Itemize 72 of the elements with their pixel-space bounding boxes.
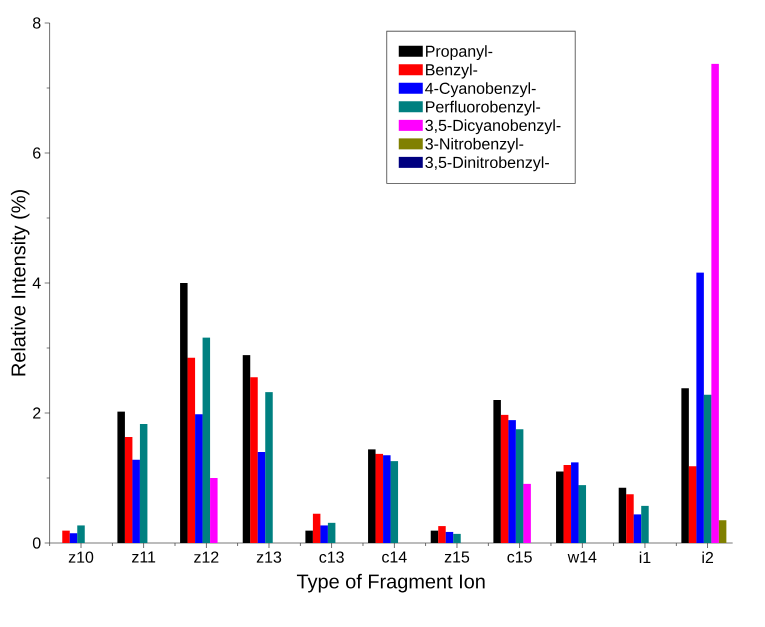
legend-label: Benzyl-: [426, 64, 478, 79]
bar: [453, 534, 461, 543]
bar: [62, 530, 70, 543]
bar: [696, 272, 704, 543]
bar: [508, 420, 516, 543]
bar: [493, 400, 501, 543]
bar: [202, 338, 210, 543]
bar: [430, 530, 438, 543]
bar: [523, 484, 531, 543]
bar: [383, 455, 391, 543]
bar: [258, 452, 266, 543]
bar: [188, 358, 196, 543]
bar: [564, 464, 572, 543]
bar: [140, 424, 148, 543]
y-tick-label: 4: [32, 278, 41, 288]
bar: [681, 388, 689, 543]
bar: [711, 64, 719, 543]
bar: [571, 462, 579, 543]
x-axis-title: Type of Fragment Ion: [296, 574, 485, 592]
y-tick-label: 6: [33, 147, 40, 159]
bar: [265, 392, 273, 543]
legend-label: Propanyl-: [426, 45, 492, 60]
bar: [556, 471, 564, 543]
bar: [195, 414, 203, 543]
x-tick-label: c14: [382, 552, 407, 563]
bar: [634, 514, 642, 543]
x-tick-label: z12: [194, 552, 218, 563]
y-tick-label: 2: [33, 407, 40, 419]
bar: [641, 506, 649, 543]
bar: [390, 461, 398, 543]
bar: [242, 355, 250, 543]
x-tick-label: z15: [444, 552, 470, 563]
bar: [132, 460, 140, 543]
legend-label: 3,5-Dinitrobenzyl-: [425, 156, 549, 172]
bar: [305, 530, 313, 543]
bar: [328, 522, 336, 543]
legend-label: Perfluorobenzyl-: [426, 100, 540, 116]
bar: [210, 478, 218, 543]
bar: [516, 429, 524, 543]
legend-label: 3-Nitrobenzyl-: [425, 138, 524, 153]
x-tick-label: z11: [132, 552, 156, 562]
bar: [376, 454, 384, 543]
y-tick-label: 0: [32, 537, 41, 549]
bar: [626, 494, 634, 543]
x-tick-label: z10: [68, 552, 94, 563]
bar: [117, 412, 125, 543]
bar: [718, 520, 726, 543]
x-tick-label: i2: [702, 552, 714, 564]
x-tick-label: i1: [640, 552, 650, 564]
bar: [320, 525, 328, 543]
x-tick-label: z13: [256, 552, 282, 563]
legend-label: 4-Cyanobenzyl-: [425, 82, 536, 98]
bar: [500, 414, 508, 543]
bar: [124, 437, 132, 543]
x-tick-label: w14: [568, 552, 596, 562]
bar: [250, 377, 258, 543]
bar: [578, 485, 586, 543]
legend-label: 3,5-Dicyanobenzyl-: [425, 119, 560, 134]
bar: [704, 394, 712, 543]
y-axis-title: Relative Intensity (%): [10, 190, 30, 376]
bar: [446, 532, 454, 543]
x-tick-label: c13: [319, 552, 344, 563]
bar: [180, 282, 188, 543]
bar: [312, 514, 320, 543]
bar: [368, 449, 376, 543]
bar: [688, 466, 696, 543]
x-tick-label: c15: [507, 552, 532, 563]
bar: [438, 526, 446, 543]
y-tick-label: 8: [32, 17, 40, 29]
bar: [77, 525, 85, 543]
bar: [618, 488, 626, 543]
bar: [70, 533, 78, 543]
